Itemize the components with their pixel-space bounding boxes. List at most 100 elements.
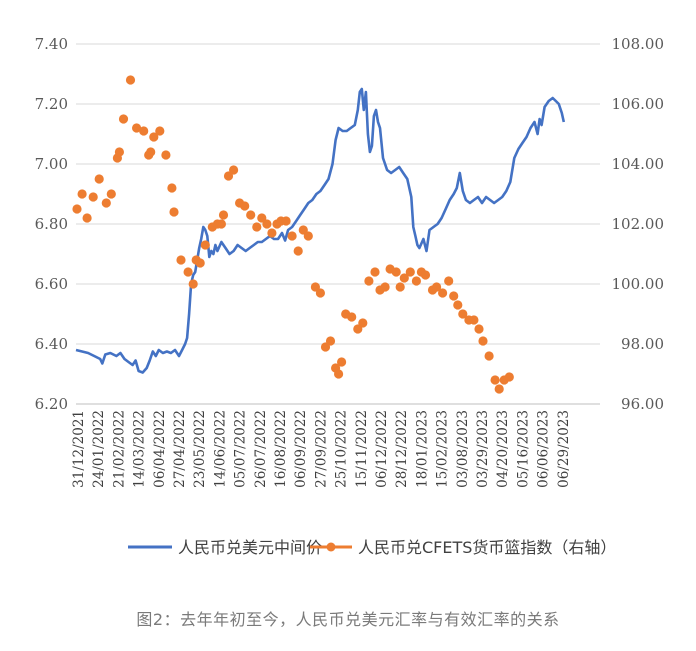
x-tick-label: 03/08/2023: [455, 410, 471, 488]
left-tick-label: 6.60: [35, 275, 68, 293]
cfets-point: [257, 213, 267, 223]
cfets-point: [315, 288, 325, 298]
x-tick-label: 06/04/2022: [152, 410, 168, 488]
cfets-point: [358, 318, 368, 328]
x-tick-label: 06/12/2022: [374, 410, 390, 488]
x-tick-label: 27/09/2022: [313, 410, 329, 488]
cfets-point: [195, 258, 205, 268]
x-tick-label: 14/06/2022: [212, 410, 228, 488]
cfets-point: [325, 336, 336, 346]
cfets-point: [478, 336, 488, 346]
right-y-axis: 96.00 98.00 100.00 102.00 104.00 106.00 108.00: [612, 35, 665, 413]
cfets-point: [240, 201, 250, 211]
cfets-point: [334, 369, 344, 379]
cfets-point: [380, 282, 390, 292]
cfets-point: [161, 150, 171, 160]
right-tick-label: 96.00: [621, 395, 664, 413]
x-tick-label: 21/02/2022: [111, 410, 127, 488]
legend-label-usdcny: 人民币兑美元中间价: [178, 538, 322, 557]
x-tick-label: 14/03/2022: [132, 410, 148, 488]
cfets-point: [252, 222, 262, 232]
x-tick-label: 24/01/2022: [91, 410, 107, 488]
x-tick-label: 26/07/2022: [253, 410, 269, 488]
cfets-point: [405, 267, 415, 277]
cfets-point: [281, 216, 291, 226]
cfets-point: [469, 315, 479, 325]
left-tick-label: 7.00: [35, 155, 68, 173]
cfets-point: [169, 207, 179, 217]
cfets-point: [114, 147, 124, 157]
x-tick-label: 06/29/2023: [556, 410, 572, 488]
cfets-point: [347, 312, 357, 322]
cfets-point: [146, 147, 156, 157]
cfets-point: [149, 132, 159, 142]
legend-label-cfets: 人民币兑CFETS货币篮指数（右轴）: [358, 538, 616, 557]
right-tick-label: 100.00: [612, 275, 665, 293]
x-tick-label: 03/29/2023: [475, 410, 491, 488]
x-tick-label: 25/10/2022: [334, 410, 350, 488]
dual-axis-line-chart: 6.20 6.40 6.60 6.80 7.00 7.20 7.40 96.00 98.00 1…: [35, 35, 665, 557]
right-tick-label: 104.00: [612, 155, 665, 173]
cfets-point: [303, 231, 313, 241]
cfets-point: [293, 246, 303, 256]
cfets-point: [370, 267, 380, 277]
cfets-point: [438, 288, 448, 298]
cfets-point: [216, 219, 226, 229]
legend-marker-cfets: [326, 542, 336, 552]
left-tick-label: 7.40: [35, 35, 68, 53]
x-axis: 31/12/2021 24/01/2022 21/02/2022 14/03/2022…: [71, 403, 600, 488]
x-tick-label: 15/11/2022: [354, 410, 370, 488]
cfets-point: [432, 282, 442, 292]
cfets-point: [183, 267, 193, 277]
cfets-point: [364, 276, 374, 286]
cfets-point: [218, 210, 229, 220]
gridlines: [76, 43, 600, 405]
cfets-point: [453, 300, 463, 310]
cfets-point: [132, 123, 142, 133]
cfets-point: [139, 126, 149, 136]
cfets-point: [101, 198, 111, 208]
cfets-point: [490, 375, 500, 385]
cfets-point: [246, 210, 256, 220]
cfets-point: [399, 273, 409, 283]
x-tick-label: 27/04/2022: [172, 410, 188, 488]
left-tick-label: 6.20: [35, 395, 68, 413]
x-tick-label: 16/08/2022: [273, 410, 289, 488]
x-tick-label: 18/01/2023: [414, 410, 430, 488]
left-tick-label: 7.20: [35, 95, 68, 113]
cfets-point: [458, 309, 468, 319]
x-tick-label: 23/05/2022: [192, 410, 208, 488]
legend: 人民币兑美元中间价 人民币兑CFETS货币篮指数（右轴）: [128, 538, 616, 557]
cfets-point: [125, 75, 136, 85]
cfets-point: [494, 384, 504, 394]
left-tick-label: 6.80: [35, 215, 68, 233]
right-tick-label: 108.00: [612, 35, 665, 53]
cfets-point: [287, 231, 297, 241]
cfets-point: [474, 324, 484, 334]
cfets-point: [77, 189, 87, 199]
cfets-point: [176, 255, 186, 265]
x-tick-label: 15/02/2023: [435, 410, 451, 488]
cfets-point: [88, 192, 98, 202]
x-tick-label: 31/12/2021: [71, 410, 87, 488]
cfets-point: [267, 228, 277, 238]
x-tick-label: 04/20/2023: [495, 410, 511, 488]
cfets-series: [72, 75, 514, 394]
cfets-point: [411, 276, 421, 286]
cfets-point: [82, 213, 92, 223]
right-tick-label: 102.00: [612, 215, 665, 233]
cfets-point: [449, 291, 459, 301]
cfets-point: [94, 174, 104, 184]
figure-caption: 图2：去年年初至今，人民币兑美元汇率与有效汇率的关系: [136, 610, 560, 629]
cfets-point: [337, 357, 347, 367]
x-tick-label: 28/12/2022: [394, 410, 410, 488]
x-tick-label: 05/07/2022: [233, 410, 249, 488]
x-tick-label: 05/16/2023: [515, 410, 531, 488]
cfets-point: [155, 126, 165, 136]
cfets-point: [504, 372, 514, 382]
usdcny-series: [75, 87, 566, 374]
cfets-point: [167, 183, 177, 193]
x-tick-label: 06/09/2022: [293, 410, 309, 488]
cfets-point: [391, 267, 401, 277]
